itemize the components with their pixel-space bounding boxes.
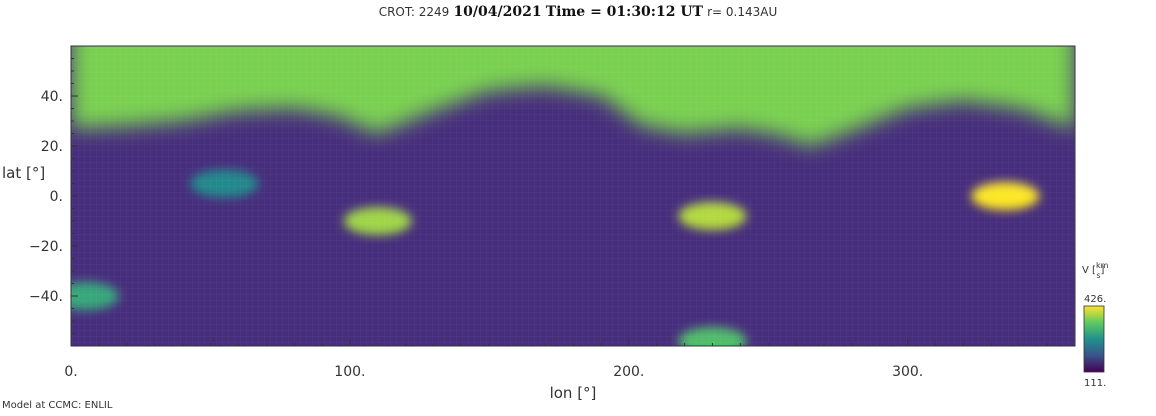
colorbar-prefix: V <box>1082 265 1089 276</box>
colorbar-title: V [km s] <box>1082 261 1109 280</box>
x-tick-label: 300. <box>892 364 923 380</box>
colorbar-gradient <box>1083 305 1105 373</box>
time-label: Time = 01:30:12 UT <box>545 4 703 20</box>
y-tick-label: 0. <box>50 189 63 205</box>
colorbar-unit-den: s <box>1096 271 1100 280</box>
plot-area <box>71 46 1075 346</box>
y-axis: −40. −20. 0. 20. 40. <box>29 45 78 347</box>
x-tick-label: 0. <box>64 364 77 380</box>
colorbar-min-label: 111. <box>1084 378 1106 389</box>
chart-title: CROT: 2249 10/04/2021 Time = 01:30:12 UT… <box>0 4 1156 20</box>
colorbar-unit-num: km <box>1096 261 1109 270</box>
x-tick-label: 200. <box>613 364 644 380</box>
colorbar: V [km s] 426. 111. <box>1082 261 1109 389</box>
crot-label: CROT: 2249 <box>378 5 450 19</box>
radius-label: r= 0.143AU <box>707 5 778 19</box>
y-tick-label: 20. <box>41 139 63 155</box>
date-label: 10/04/2021 <box>453 4 542 20</box>
model-credit: Model at CCMC: ENLIL <box>2 400 113 411</box>
y-tick-label: −20. <box>29 239 63 255</box>
y-tick-label: 40. <box>41 89 63 105</box>
colorbar-max-label: 426. <box>1084 294 1106 305</box>
x-tick-label: 100. <box>334 364 365 380</box>
x-axis-label: lon [°] <box>550 384 597 402</box>
y-axis-label: lat [°] <box>2 164 45 182</box>
x-axis: 0. 100. 200. 300. <box>64 339 1076 380</box>
y-tick-label: −40. <box>29 289 63 305</box>
